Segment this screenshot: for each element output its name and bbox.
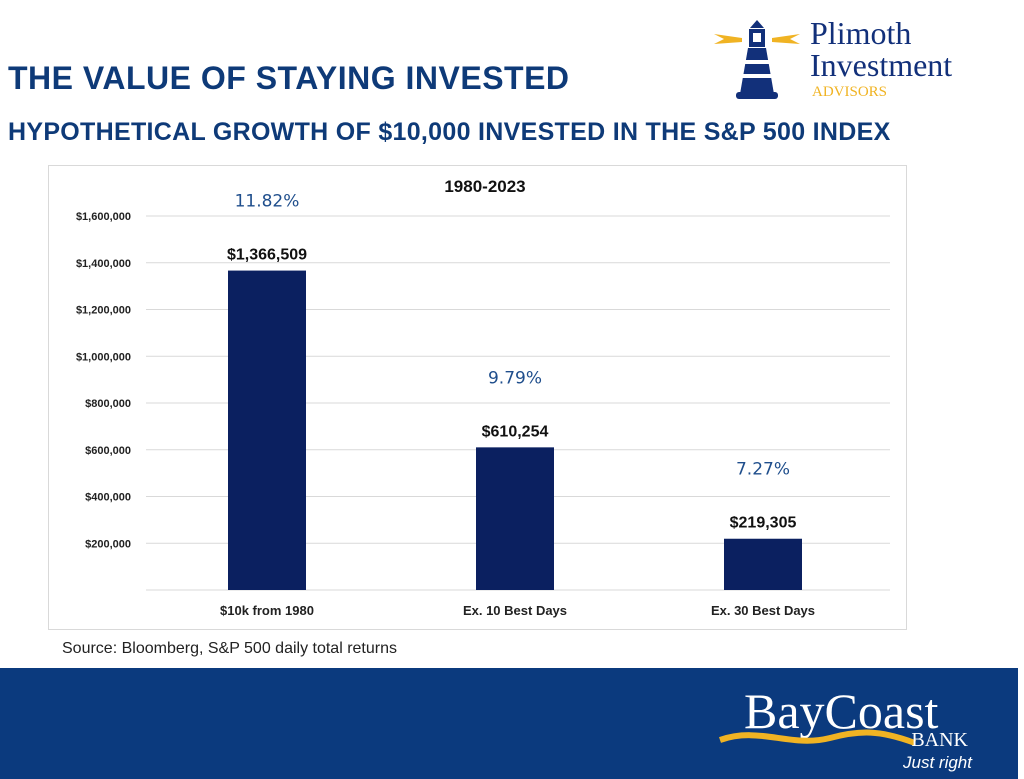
- bar-value-label: $610,254: [482, 423, 549, 440]
- bar: [724, 538, 802, 590]
- y-tick-label: $400,000: [85, 492, 131, 504]
- annualized-return-label: 11.82%: [235, 192, 300, 212]
- annualized-return-label: 9.79%: [488, 368, 542, 388]
- x-category-label: $10k from 1980: [220, 603, 314, 618]
- logo-text-bank: BANK: [911, 729, 968, 751]
- source-note: Source: Bloomberg, S&P 500 daily total r…: [62, 640, 397, 657]
- x-category-label: Ex. 30 Best Days: [711, 603, 815, 618]
- bar: [476, 447, 554, 590]
- logo-text-baycoast: BayCoast: [744, 683, 939, 739]
- footer-band: BayCoast BANK Just right: [0, 668, 1018, 779]
- logo-text-1: Plimoth: [810, 15, 911, 51]
- chart-frame: [48, 165, 907, 630]
- logo-tagline: Just right: [902, 753, 973, 772]
- page-title: THE VALUE OF STAYING INVESTED: [8, 60, 570, 96]
- annualized-return-label: 7.27%: [736, 460, 790, 480]
- y-tick-label: $600,000: [85, 445, 131, 457]
- y-tick-label: $1,600,000: [76, 211, 131, 223]
- chart-title: 1980-2023: [444, 177, 525, 196]
- y-tick-label: $1,000,000: [76, 351, 131, 363]
- x-category-label: Ex. 10 Best Days: [463, 603, 567, 618]
- logo-text-2: Investment: [810, 47, 952, 83]
- bar: [228, 270, 306, 590]
- lighthouse-icon: [714, 20, 800, 99]
- y-tick-label: $1,400,000: [76, 258, 131, 270]
- logo-text-3: ADVISORS: [812, 84, 887, 100]
- y-tick-label: $200,000: [85, 538, 131, 550]
- y-tick-label: $1,200,000: [76, 305, 131, 317]
- bar-value-label: $1,366,509: [227, 247, 307, 264]
- baycoast-logo: BayCoast BANK Just right: [719, 683, 973, 772]
- y-tick-label: $800,000: [85, 398, 131, 410]
- bar-value-label: $219,305: [730, 515, 797, 532]
- page-subtitle: HYPOTHETICAL GROWTH OF $10,000 INVESTED …: [8, 118, 891, 146]
- plimoth-logo: Plimoth Investment ADVISORS: [714, 15, 952, 100]
